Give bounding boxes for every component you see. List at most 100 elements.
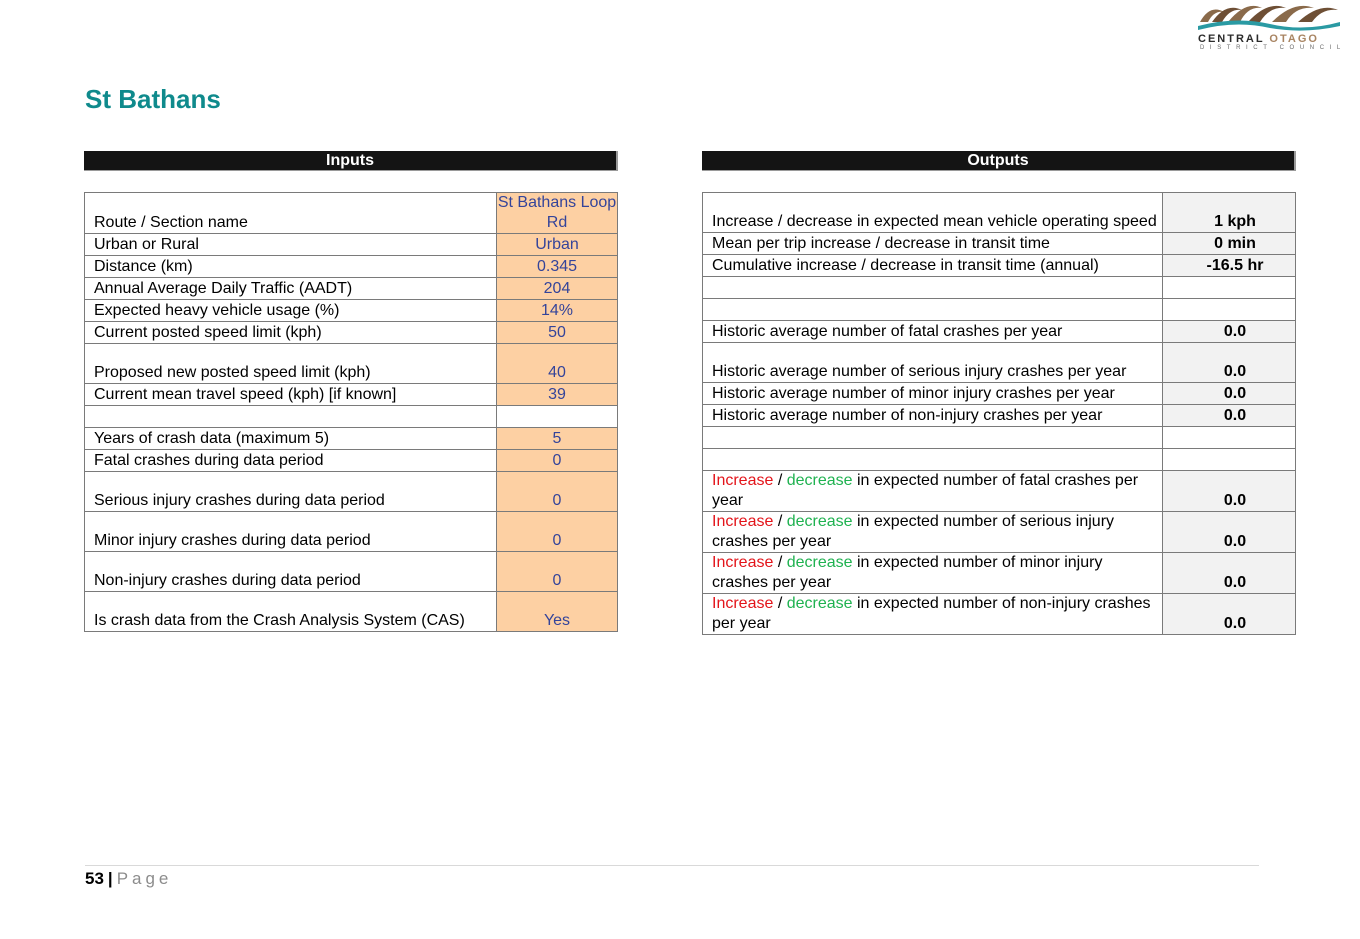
output-row [702, 426, 1296, 449]
input-row: Non-injury crashes during data period 0 [84, 551, 618, 592]
output-row: Increase / decrease in expected number o… [702, 552, 1296, 594]
slash-text: / [773, 472, 787, 489]
input-label: Current posted speed limit (kph) [84, 321, 497, 344]
input-value: 39 [496, 383, 618, 406]
output-row: Increase / decrease in expected number o… [702, 470, 1296, 512]
page-footer: 53 | Page [85, 869, 172, 889]
increase-word: Increase [712, 595, 774, 612]
output-label: Increase / decrease in expected number o… [702, 470, 1163, 512]
input-value: 14% [496, 299, 618, 322]
input-label: Is crash data from the Crash Analysis Sy… [84, 591, 497, 632]
input-label: Serious injury crashes during data perio… [84, 471, 497, 512]
input-row: Route / Section name St Bathans Loop Rd [84, 192, 618, 234]
outputs-table: Increase / decrease in expected mean veh… [702, 192, 1296, 635]
output-label-text: in expected number of fatal crashes per … [712, 472, 1139, 509]
output-value: 1 kph [1162, 192, 1296, 233]
input-value: Yes [496, 591, 618, 632]
output-value: 0.0 [1162, 320, 1296, 343]
output-value: 0.0 [1162, 342, 1296, 383]
output-row [702, 448, 1296, 471]
input-value: 0 [496, 551, 618, 592]
input-label: Expected heavy vehicle usage (%) [84, 299, 497, 322]
output-label [702, 426, 1163, 449]
output-label: Increase / decrease in expected mean veh… [702, 192, 1163, 233]
increase-word: Increase [712, 472, 774, 489]
input-label: Annual Average Daily Traffic (AADT) [84, 277, 497, 300]
output-value: 0.0 [1162, 593, 1296, 635]
output-row: Historic average number of fatal crashes… [702, 320, 1296, 343]
input-row: Serious injury crashes during data perio… [84, 471, 618, 512]
input-label: Current mean travel speed (kph) [if know… [84, 383, 497, 406]
output-label [702, 298, 1163, 321]
logo-text-line1: CENTRAL OTAGO [1198, 33, 1319, 45]
input-label: Years of crash data (maximum 5) [84, 427, 497, 450]
output-label: Historic average number of fatal crashes… [702, 320, 1163, 343]
output-value [1162, 426, 1296, 449]
input-label: Distance (km) [84, 255, 497, 278]
input-label: Urban or Rural [84, 233, 497, 256]
input-row: Current mean travel speed (kph) [if know… [84, 383, 618, 406]
input-value: Urban [496, 233, 618, 256]
output-label: Increase / decrease in expected number o… [702, 593, 1163, 635]
input-value: 40 [496, 343, 618, 384]
slash-text: / [773, 595, 787, 612]
input-label: Minor injury crashes during data period [84, 511, 497, 552]
output-label: Historic average number of minor injury … [702, 382, 1163, 405]
output-value: 0.0 [1162, 404, 1296, 427]
output-label [702, 448, 1163, 471]
input-row: Is crash data from the Crash Analysis Sy… [84, 591, 618, 632]
input-label: Non-injury crashes during data period [84, 551, 497, 592]
output-value [1162, 298, 1296, 321]
increase-word: Increase [712, 554, 774, 571]
output-label-text: in expected number of non-injury crashes… [712, 595, 1151, 632]
input-label [84, 405, 497, 428]
decrease-word: decrease [786, 595, 853, 612]
input-value: 5 [496, 427, 618, 450]
output-label: Cumulative increase / decrease in transi… [702, 254, 1163, 277]
output-value: -16.5 hr [1162, 254, 1296, 277]
output-row: Increase / decrease in expected mean veh… [702, 192, 1296, 233]
output-row: Historic average number of serious injur… [702, 342, 1296, 383]
decrease-word: decrease [786, 472, 853, 489]
logo-text-line2: DISTRICT COUNCIL [1200, 45, 1346, 51]
increase-word: Increase [712, 513, 774, 530]
output-label [702, 276, 1163, 299]
output-label-text: in expected number of minor injury crash… [712, 554, 1103, 591]
output-row: Cumulative increase / decrease in transi… [702, 254, 1296, 277]
output-label-text: in expected number of serious injury cra… [712, 513, 1115, 550]
input-row: Urban or Rural Urban [84, 233, 618, 256]
output-row [702, 298, 1296, 321]
output-row: Historic average number of non-injury cr… [702, 404, 1296, 427]
output-value: 0 min [1162, 232, 1296, 255]
council-logo: CENTRAL OTAGO DISTRICT COUNCIL [1196, 0, 1346, 58]
input-value: 50 [496, 321, 618, 344]
page-title: St Bathans [85, 84, 221, 114]
input-row: Years of crash data (maximum 5) 5 [84, 427, 618, 450]
output-value [1162, 448, 1296, 471]
input-row: Fatal crashes during data period 0 [84, 449, 618, 472]
output-row: Mean per trip increase / decrease in tra… [702, 232, 1296, 255]
output-value: 0.0 [1162, 552, 1296, 594]
input-label: Fatal crashes during data period [84, 449, 497, 472]
input-row: Current posted speed limit (kph) 50 [84, 321, 618, 344]
input-value: 204 [496, 277, 618, 300]
input-row: Minor injury crashes during data period 0 [84, 511, 618, 552]
input-row: Expected heavy vehicle usage (%) 14% [84, 299, 618, 322]
output-row: Historic average number of minor injury … [702, 382, 1296, 405]
input-value: St Bathans Loop Rd [496, 192, 618, 234]
output-value: 0.0 [1162, 511, 1296, 553]
inputs-heading: Inputs [84, 151, 618, 171]
input-value [496, 405, 618, 428]
decrease-word: decrease [786, 554, 853, 571]
output-label: Mean per trip increase / decrease in tra… [702, 232, 1163, 255]
decrease-word: decrease [786, 513, 853, 530]
output-value: 0.0 [1162, 382, 1296, 405]
output-value [1162, 276, 1296, 299]
input-label: Route / Section name [84, 192, 497, 234]
logo-waves-icon [1198, 5, 1340, 31]
output-label: Increase / decrease in expected number o… [702, 511, 1163, 553]
footer-separator: | [107, 869, 113, 888]
input-row: Distance (km) 0.345 [84, 255, 618, 278]
inputs-table: Route / Section name St Bathans Loop Rd Ur… [84, 192, 618, 632]
output-label: Historic average number of serious injur… [702, 342, 1163, 383]
